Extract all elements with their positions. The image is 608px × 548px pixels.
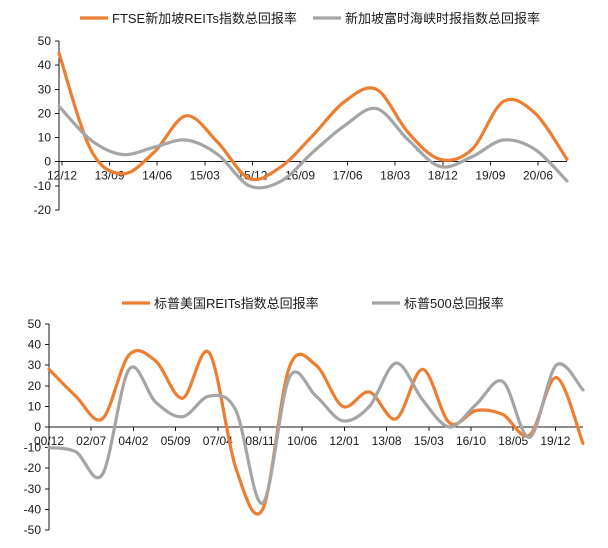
y-tick-label: 30 [38, 82, 52, 96]
x-tick-label: 18/03 [380, 169, 410, 183]
x-tick-label: 00/12 [34, 434, 64, 448]
x-tick-label: 15/03 [414, 434, 444, 448]
y-tick-label: -10 [34, 179, 52, 193]
y-tick-label: -40 [24, 502, 42, 516]
x-tick-label: 07/04 [203, 434, 233, 448]
y-tick-label: 10 [28, 399, 42, 413]
legend-label-1: FTSE新加坡REITs指数总回报率 [112, 11, 297, 26]
x-tick-label: 18/05 [498, 434, 528, 448]
y-tick-label: -20 [34, 203, 52, 217]
y-tick-label: 20 [28, 379, 42, 393]
y-tick-label: -30 [24, 482, 42, 496]
y-tick-label: 50 [28, 317, 42, 331]
x-tick-label: 13/08 [372, 434, 402, 448]
y-tick-label: 20 [38, 106, 52, 120]
x-tick-label: 10/06 [287, 434, 317, 448]
y-tick-label: 10 [38, 131, 52, 145]
legend-label-1: 标普美国REITs指数总回报率 [154, 296, 319, 311]
x-tick-label: 17/06 [333, 169, 363, 183]
x-tick-label: 04/02 [118, 434, 148, 448]
y-tick-label: -50 [24, 523, 42, 537]
x-tick-label: 08/11 [245, 434, 274, 448]
x-tick-label: 18/12 [428, 169, 458, 183]
y-tick-label: 50 [38, 34, 52, 48]
chart-2: 50 40 30 20 10 0 -10 -20 -30 -40 -50 00/12 02/07 04/0… [24, 296, 585, 537]
y-tick-label: 30 [28, 358, 42, 372]
x-tick-label: 12/12 [47, 169, 77, 183]
x-tick-label: 20/06 [523, 169, 553, 183]
series-line-2 [57, 104, 569, 190]
y-tick-label: 40 [38, 58, 52, 72]
legend-label-2: 标普500总回报率 [404, 296, 504, 311]
y-tick-label: -20 [24, 461, 42, 475]
x-tick-label: 02/07 [76, 434, 106, 448]
y-tick-label: 0 [34, 420, 41, 434]
x-tick-label: 12/01 [329, 434, 359, 448]
y-tick-label: 40 [28, 338, 42, 352]
x-tick-label: 05/09 [161, 434, 191, 448]
x-tick-label: 15/03 [190, 169, 220, 183]
series-line-2 [47, 361, 585, 505]
y-tick-label: 0 [44, 155, 51, 169]
series-line-1 [47, 349, 585, 516]
x-tick-label: 19/12 [540, 434, 570, 448]
x-tick-label: 19/09 [475, 169, 505, 183]
x-tick-label: 14/06 [142, 169, 172, 183]
legend-label-2: 新加坡富时海峡时报指数总回报率 [345, 11, 540, 26]
y-tick-label: -10 [24, 441, 42, 455]
series-line-1 [57, 51, 569, 182]
x-tick-label: 16/10 [456, 434, 486, 448]
